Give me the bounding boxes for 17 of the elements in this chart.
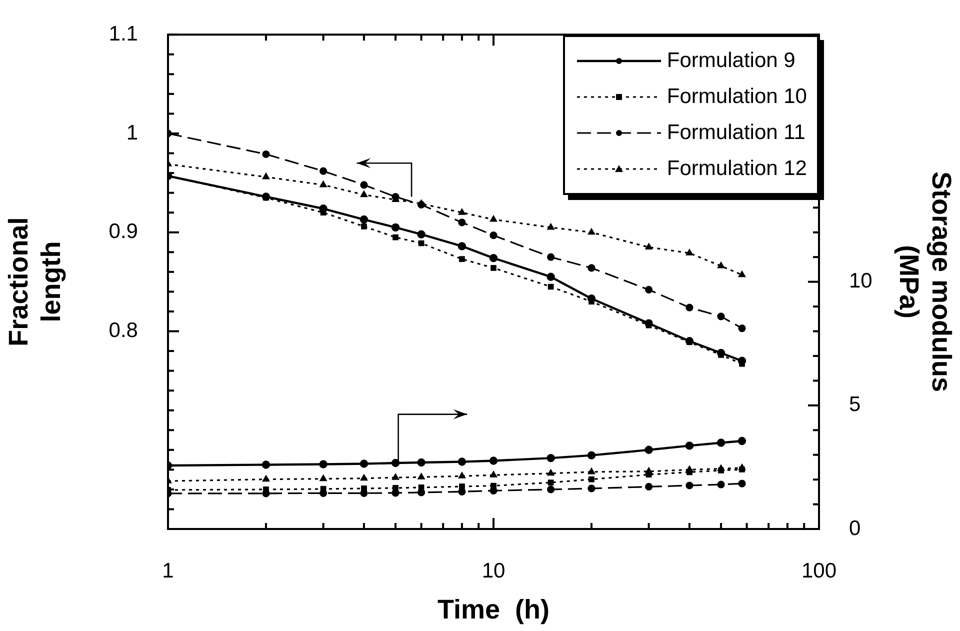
x-tick-label: 100	[801, 559, 837, 582]
y2-axis-title: Storage modulus (MPa)	[894, 172, 956, 392]
y2-tick-label: 5	[849, 393, 861, 416]
y-tick-label: 0.9	[108, 220, 138, 244]
legend-label: Formulation 12	[666, 156, 807, 182]
y-tick-label: 1	[126, 121, 138, 144]
legend-label: Formulation 10	[666, 84, 807, 110]
x-axis-title: Time (h)	[437, 594, 550, 624]
y2-tick-label: 0	[849, 516, 861, 540]
y-tick-label: 0.8	[108, 319, 138, 342]
y-tick-label: 1.1	[108, 22, 138, 46]
x-tick-label: 1	[162, 559, 174, 582]
legend-label: Formulation 11	[666, 120, 806, 146]
x-tick-label: 10	[482, 559, 506, 582]
y2-tick-label: 10	[849, 270, 872, 293]
legend-label: Formulation 9	[666, 48, 796, 74]
y-axis-title: Fractional length	[4, 217, 66, 346]
